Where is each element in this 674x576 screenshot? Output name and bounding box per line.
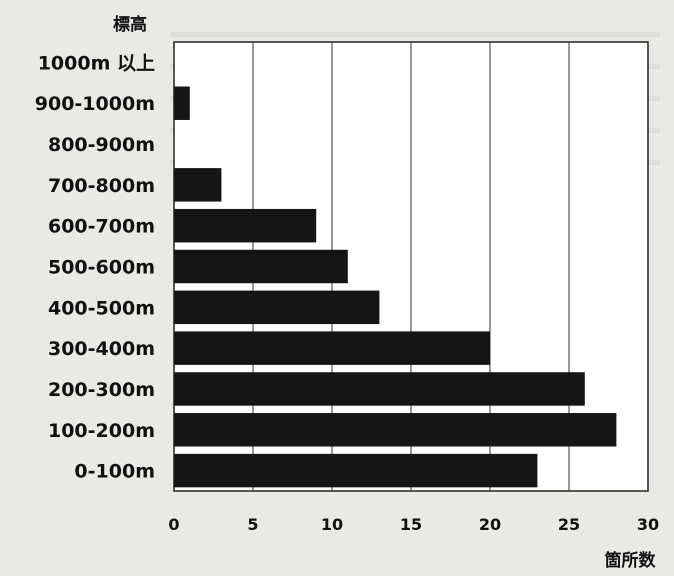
category-label: 900-1000m — [35, 93, 155, 115]
bar — [174, 168, 222, 202]
x-tick-label: 30 — [637, 515, 659, 534]
tick-labels: 0 5 10 15 20 25 30 — [168, 515, 659, 534]
x-tick-label: 0 — [168, 515, 179, 534]
category-label: 500-600m — [48, 257, 155, 279]
bar — [174, 249, 348, 284]
bar — [174, 208, 317, 243]
category-label: 0-100m — [74, 461, 155, 483]
bar — [174, 331, 490, 365]
x-tick-label: 25 — [558, 515, 580, 534]
x-tick-label: 15 — [400, 515, 422, 534]
category-label: 1000m 以上 — [38, 52, 155, 74]
x-tick-label: 20 — [479, 515, 501, 534]
bar — [174, 413, 617, 447]
category-label: 800-900m — [48, 134, 155, 156]
category-label: 100-200m — [48, 420, 155, 442]
bar — [174, 372, 585, 406]
category-label: 700-800m — [48, 175, 155, 197]
x-tick-label: 10 — [321, 515, 343, 534]
category-label: 600-700m — [48, 216, 155, 238]
bar — [174, 86, 190, 120]
x-tick-label: 5 — [247, 515, 258, 534]
category-label: 300-400m — [48, 338, 155, 360]
category-label: 200-300m — [48, 379, 155, 401]
x-axis-title: 箇所数 — [605, 550, 657, 571]
bar — [174, 453, 538, 488]
category-label: 400-500m — [48, 297, 155, 319]
y-axis-title: 標高 — [113, 14, 147, 35]
bars — [174, 86, 617, 488]
bar — [174, 290, 380, 325]
category-labels: 0-100m 100-200m 200-300m 300-400m 400-500m 50… — [35, 52, 155, 482]
